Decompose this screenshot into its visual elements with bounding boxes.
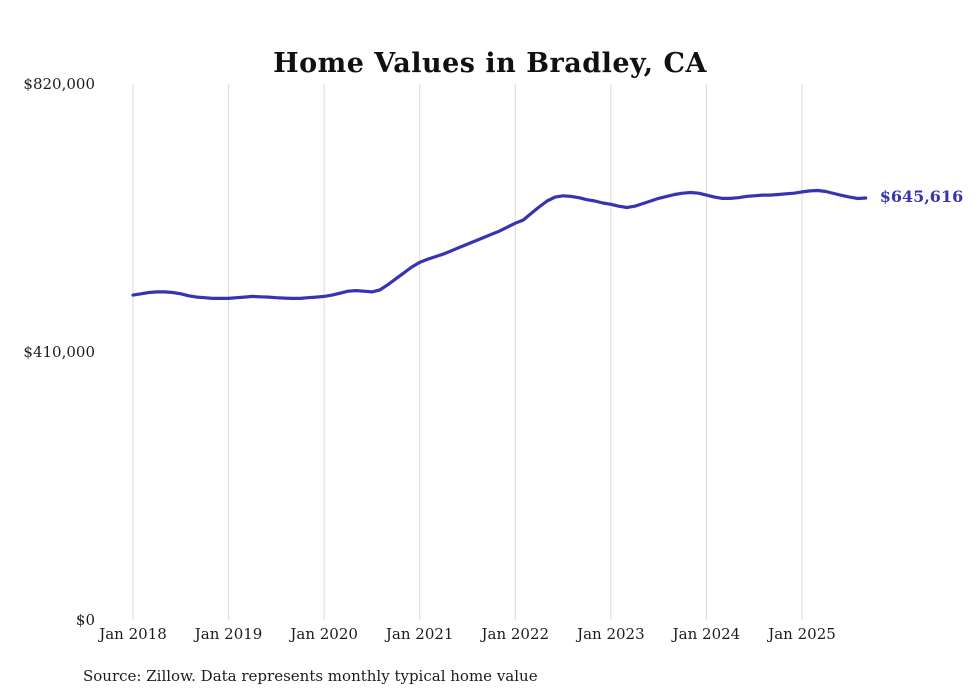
x-axis-label: Jan 2022 bbox=[481, 625, 550, 643]
x-axis-label: Jan 2024 bbox=[672, 625, 741, 643]
y-axis-label: $410,000 bbox=[23, 343, 95, 361]
chart-title: Home Values in Bradley, CA bbox=[273, 48, 707, 80]
x-axis-label: Jan 2018 bbox=[99, 625, 167, 643]
x-axis-label: Jan 2020 bbox=[290, 625, 358, 643]
y-axis-label: $0 bbox=[75, 611, 95, 629]
latest-value-label: $645,616 bbox=[879, 186, 964, 206]
x-axis-label: Jan 2023 bbox=[577, 625, 645, 643]
home-value-line bbox=[131, 188, 868, 300]
x-axis-label: Jan 2019 bbox=[194, 625, 263, 643]
x-axis-label: Jan 2021 bbox=[385, 625, 454, 643]
x-axis-label: Jan 2025 bbox=[768, 625, 836, 643]
y-axis-label: $820,000 bbox=[23, 75, 95, 93]
source-note: Source: Zillow. Data represents monthly … bbox=[83, 667, 538, 685]
